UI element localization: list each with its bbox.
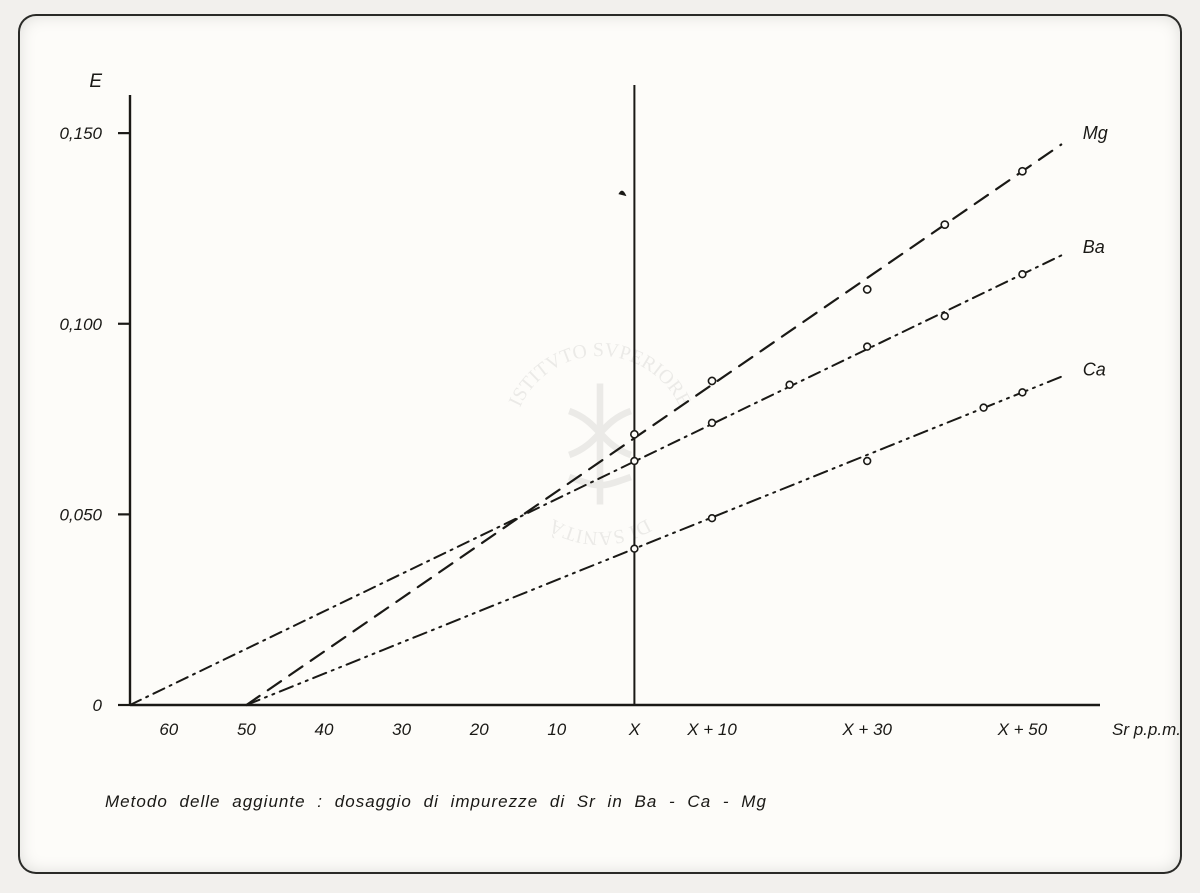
- series-marker-ba: [631, 458, 638, 465]
- series-marker-mg: [708, 377, 715, 384]
- x-tick-label: 10: [547, 720, 566, 739]
- ink-artifact: [618, 191, 626, 197]
- x-tick-label: X + 50: [997, 720, 1048, 739]
- x-tick-label: 30: [392, 720, 411, 739]
- series-marker-ba: [709, 419, 716, 426]
- series-marker-ca: [631, 545, 638, 552]
- x-tick-label: 60: [159, 720, 178, 739]
- standard-additions-chart: 0 0,050 0,100 0,150 E 60 50 40 30 20 10 X X + 10 X + …: [18, 14, 1182, 874]
- x-tick-label: 20: [469, 720, 489, 739]
- y-tick-label: 0,150: [59, 124, 102, 143]
- series-marker-ca: [980, 404, 987, 411]
- series-line-mg: [246, 145, 1061, 705]
- series-marker-ca: [1019, 389, 1026, 396]
- y-tick-label: 0,100: [59, 315, 102, 334]
- series-marker-mg: [941, 221, 948, 228]
- series-label-ba: Ba: [1083, 237, 1105, 257]
- series-line-ba: [130, 255, 1061, 705]
- series-marker-ba: [786, 381, 793, 388]
- x-axis-label: Sr p.p.m.: [1112, 720, 1181, 739]
- series-marker-mg: [864, 286, 871, 293]
- series-marker-ba: [864, 343, 871, 350]
- x-tick-label: X: [628, 720, 641, 739]
- x-tick-label: X + 30: [841, 720, 892, 739]
- x-tick-label: 50: [237, 720, 256, 739]
- series-marker-mg: [631, 431, 638, 438]
- series-marker-ba: [941, 313, 948, 320]
- series-label-ca: Ca: [1083, 359, 1106, 379]
- y-axis-label: E: [89, 71, 102, 92]
- y-tick-label: 0,050: [59, 505, 102, 524]
- series-marker-ba: [1019, 271, 1026, 278]
- chart-caption: Metodo delle aggiunte : dosaggio di impu…: [105, 792, 767, 812]
- series-marker-ca: [864, 458, 871, 465]
- series-marker-ca: [709, 515, 716, 522]
- x-tick-label: 40: [315, 720, 334, 739]
- series-label-mg: Mg: [1083, 123, 1108, 143]
- series-marker-mg: [1019, 168, 1026, 175]
- page: ISTITVTO SVPERIORE DI SANITÀ 00,0500,100…: [0, 0, 1200, 893]
- y-tick-label: 0: [93, 696, 103, 715]
- x-tick-label: X + 10: [686, 720, 737, 739]
- photo-frame: ISTITVTO SVPERIORE DI SANITÀ 00,0500,100…: [18, 14, 1182, 874]
